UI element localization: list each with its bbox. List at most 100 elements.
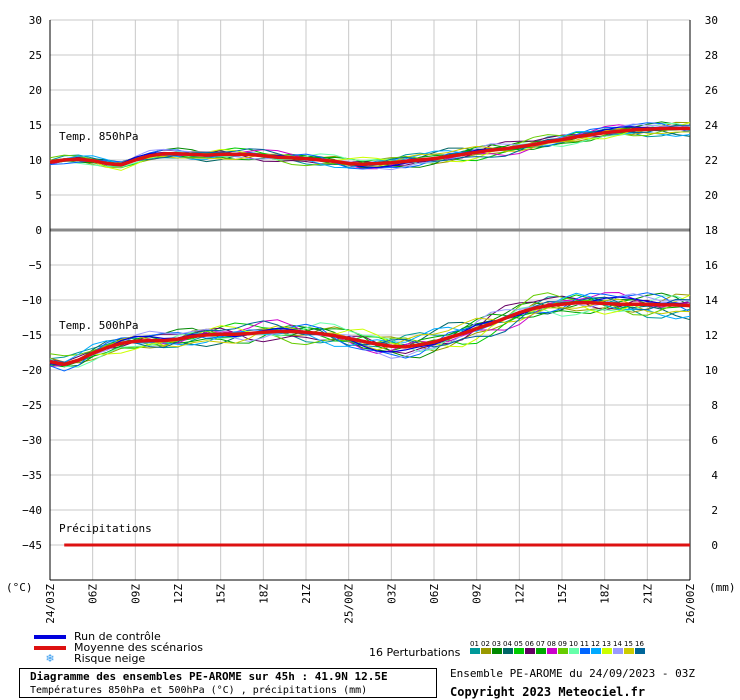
series-annotation: Précipitations [59, 522, 152, 535]
x-tick-label: 24/03Z [44, 584, 57, 624]
right-tick-label: 14 [705, 294, 719, 307]
ensemble-run-info: Ensemble PE-AROME du 24/09/2023 - 03Z [450, 667, 696, 680]
right-tick-label: 30 [705, 14, 718, 27]
right-tick-label: 6 [711, 434, 718, 447]
x-tick-label: 15Z [215, 584, 228, 604]
series-annotation: Temp. 500hPa [59, 319, 138, 332]
perturbation-swatch: 05 [513, 640, 524, 654]
perturbation-swatch: 02 [480, 640, 491, 654]
perturbation-number: 14 [613, 640, 622, 648]
perturbation-color [469, 648, 480, 654]
perturbation-line [50, 298, 691, 364]
left-tick-label: −35 [22, 469, 42, 482]
x-tick-label: 18Z [599, 584, 612, 604]
left-tick-label: −10 [22, 294, 42, 307]
x-tick-label: 09Z [129, 584, 142, 604]
perturbation-color [513, 648, 524, 654]
chart-series [49, 121, 691, 547]
legend-mean-label: Moyenne des scénarios [74, 641, 203, 654]
perturbation-swatch: 08 [546, 640, 557, 654]
chart-title-box: Diagramme des ensembles PE-AROME sur 45h… [19, 668, 437, 698]
perturbation-color [480, 648, 491, 654]
perturbation-number: 16 [635, 640, 644, 648]
left-tick-label: −45 [22, 539, 42, 552]
x-tick-label: 12Z [513, 584, 526, 604]
perturbation-color [557, 648, 568, 654]
mean-line [49, 301, 691, 367]
perturbation-swatch: 01 [469, 640, 480, 654]
chart-title: Diagramme des ensembles PE-AROME sur 45h… [30, 670, 388, 683]
perturbation-line [49, 295, 691, 368]
copyright: Copyright 2023 Meteociel.fr [450, 685, 646, 699]
left-tick-label: 25 [29, 49, 42, 62]
perturbation-swatch: 04 [502, 640, 513, 654]
perturbation-swatches: 01 02 03 04 05 06 07 08 09 10 11 12 13 14 15 16 [469, 640, 645, 654]
x-tick-label: 18Z [257, 584, 270, 604]
x-tick-label: 03Z [385, 584, 398, 604]
perturbation-number: 06 [525, 640, 534, 648]
legend: Run de contrôle Moyenne des scénarios ❄ … [34, 631, 203, 664]
right-tick-label: 20 [705, 189, 718, 202]
perturbation-number: 02 [481, 640, 490, 648]
x-tick-label: 25/00Z [343, 584, 356, 624]
x-tick-label: 26/00Z [684, 584, 697, 624]
perturbation-swatch: 16 [634, 640, 645, 654]
legend-control-label: Run de contrôle [74, 630, 161, 643]
left-unit-label: (°C) [6, 581, 33, 594]
x-tick-label: 21Z [641, 584, 654, 604]
x-tick-label: 21Z [300, 584, 313, 604]
left-tick-label: 5 [35, 189, 42, 202]
x-tick-label: 06Z [87, 584, 100, 604]
perturbation-line [49, 292, 691, 372]
perturbation-swatch: 07 [535, 640, 546, 654]
perturbation-color [579, 648, 590, 654]
legend-snow-label: Risque neige [74, 652, 146, 665]
right-tick-label: 2 [711, 504, 718, 517]
perturbations-label: 16 Perturbations [369, 646, 461, 659]
perturbation-swatch: 09 [557, 640, 568, 654]
perturbation-number: 04 [503, 640, 512, 648]
control-swatch [34, 634, 66, 639]
left-tick-label: 10 [29, 154, 42, 167]
perturbation-line [49, 298, 691, 368]
right-tick-label: 4 [711, 469, 718, 482]
right-tick-label: 12 [705, 329, 718, 342]
perturbation-color [612, 648, 623, 654]
mean-swatch [34, 645, 66, 650]
chart-axes [49, 20, 691, 581]
perturbation-color [491, 648, 502, 654]
perturbation-color [634, 648, 645, 654]
perturbation-color [601, 648, 612, 654]
left-tick-label: 30 [29, 14, 42, 27]
snowflake-icon: ❄ [45, 652, 55, 665]
perturbation-color [524, 648, 535, 654]
perturbation-swatch: 03 [491, 640, 502, 654]
perturbation-swatch: 10 [568, 640, 579, 654]
chart-labels: 302520151050−5−10−15−20−25−30−35−40−4530… [6, 14, 736, 624]
left-tick-label: −40 [22, 504, 42, 517]
perturbation-swatch: 15 [623, 640, 634, 654]
perturbation-color [546, 648, 557, 654]
perturbation-number: 11 [580, 640, 589, 648]
right-tick-label: 8 [711, 399, 718, 412]
perturbation-color [535, 648, 546, 654]
left-tick-label: 0 [35, 224, 42, 237]
x-tick-label: 06Z [428, 584, 441, 604]
right-tick-label: 24 [705, 119, 719, 132]
perturbation-number: 15 [624, 640, 633, 648]
right-tick-label: 16 [705, 259, 718, 272]
perturbation-number: 01 [470, 640, 479, 648]
right-tick-label: 26 [705, 84, 718, 97]
perturbation-color [568, 648, 579, 654]
right-tick-label: 18 [705, 224, 718, 237]
left-tick-label: −30 [22, 434, 42, 447]
legend-control: Run de contrôle [34, 631, 203, 642]
series-annotation: Temp. 850hPa [59, 130, 138, 143]
perturbation-number: 05 [514, 640, 523, 648]
chart-subtitle: Températures 850hPa et 500hPa (°C) , pré… [30, 685, 368, 696]
left-tick-label: −20 [22, 364, 42, 377]
perturbation-swatch: 11 [579, 640, 590, 654]
legend-mean: Moyenne des scénarios [34, 642, 203, 653]
perturbation-number: 12 [591, 640, 600, 648]
left-tick-label: −5 [29, 259, 42, 272]
